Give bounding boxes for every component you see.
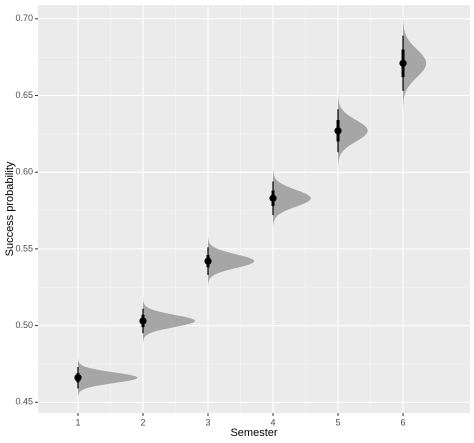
x-tick-label: 5 [336,417,341,427]
slab [142,296,195,346]
slab [208,233,255,289]
x-axis-title: Semester [230,427,277,439]
y-tick-label: 0.70 [15,13,33,23]
x-tick-label: 3 [205,417,210,427]
slab [338,87,368,174]
median-point [269,194,277,202]
slab [77,356,138,400]
median-point [334,127,342,135]
x-tick-label: 1 [75,417,80,427]
slab [273,164,311,233]
x-tick-label: 2 [140,417,145,427]
panel [38,5,470,413]
slab [403,8,427,119]
y-tick-label: 0.65 [15,90,33,100]
y-tick-label: 0.50 [15,320,33,330]
x-tick-label: 6 [401,417,406,427]
y-tick-label: 0.60 [15,167,33,177]
x-tick-label: 4 [271,417,276,427]
median-point [204,257,212,265]
median-point [74,374,82,382]
y-tick-label: 0.55 [15,243,33,253]
y-tick-label: 0.45 [15,397,33,407]
median-point [399,59,407,67]
y-axis-title: Success probability [4,161,16,256]
median-point [139,317,147,325]
plot: 0.45 0.50 0.55 0.60 0.65 0.70 1 2 3 4 5 6 [15,5,470,427]
